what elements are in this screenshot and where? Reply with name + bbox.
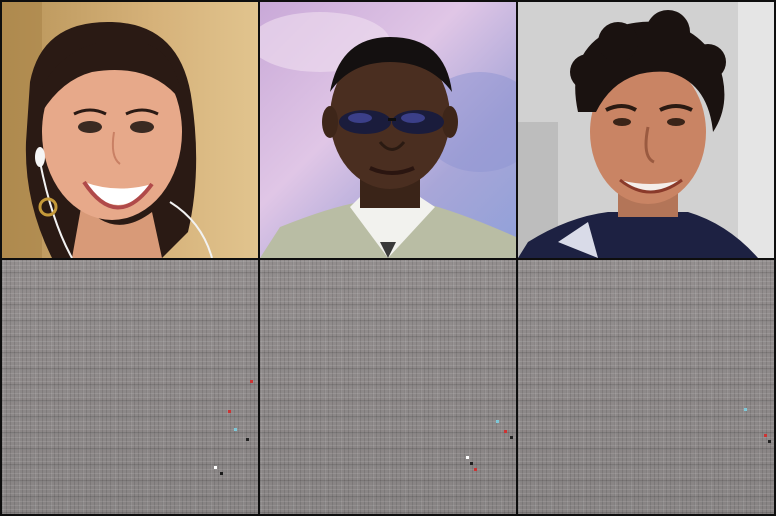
noise-speck	[214, 466, 217, 469]
noise-speck	[228, 410, 231, 413]
man-sunglasses-illustration	[260, 2, 516, 258]
noise-speck	[466, 456, 469, 459]
noise-speck	[768, 440, 771, 443]
noise-map-1	[2, 260, 258, 514]
noise-map-2	[260, 260, 516, 514]
woman-illustration	[2, 2, 258, 258]
photo-man-curly-hair	[518, 2, 774, 258]
noise-speck	[504, 430, 507, 433]
noise-speck	[246, 438, 249, 441]
noise-speck	[744, 408, 747, 411]
noise-speck	[764, 434, 767, 437]
noise-speck	[470, 462, 473, 465]
photo-man-sunglasses	[260, 2, 516, 258]
noise-speck	[496, 420, 499, 423]
noise-speck	[250, 380, 253, 383]
noise-speck	[220, 472, 223, 475]
noise-map-3	[518, 260, 774, 514]
noise-speck	[234, 428, 237, 431]
noise-speck	[510, 436, 513, 439]
man-curly-hair-illustration	[518, 2, 774, 258]
photo-woman-smiling	[2, 2, 258, 258]
noise-speck	[474, 468, 477, 471]
